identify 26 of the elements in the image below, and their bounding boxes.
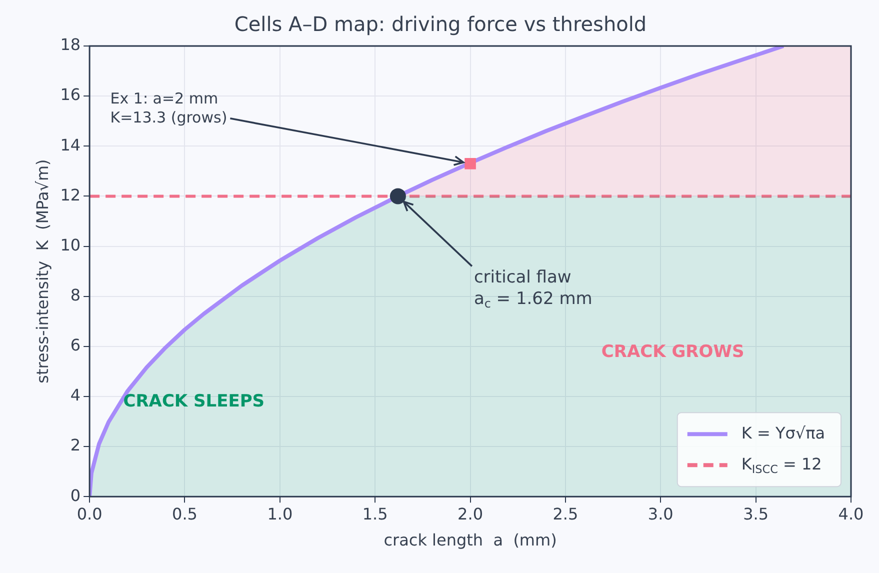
annotation: CRACK SLEEPS bbox=[123, 391, 265, 412]
y-axis-title: stress-intensity K (MPa√m) bbox=[32, 159, 52, 384]
y-tick-label: 2 bbox=[70, 436, 81, 455]
y-tick-label: 12 bbox=[60, 185, 81, 204]
x-tick-label: 0.0 bbox=[76, 504, 102, 524]
y-tick-label: 16 bbox=[60, 85, 81, 104]
legend-label: K = Yσ√πa bbox=[741, 423, 826, 442]
x-tick-label: 2.0 bbox=[458, 504, 484, 524]
x-tick-label: 4.0 bbox=[838, 504, 864, 524]
x-tick-label: 2.5 bbox=[552, 504, 578, 524]
x-tick-label: 3.5 bbox=[743, 504, 769, 524]
x-axis-title: crack length a (mm) bbox=[384, 530, 557, 550]
chart-title: Cells A–D map: driving force vs threshold bbox=[234, 12, 647, 36]
x-tick-label: 3.0 bbox=[648, 504, 674, 524]
y-tick-label: 10 bbox=[60, 235, 81, 254]
y-tick-label: 0 bbox=[70, 486, 81, 505]
x-tick-label: 1.0 bbox=[267, 504, 293, 524]
y-tick-label: 18 bbox=[60, 35, 81, 54]
y-tick-label: 6 bbox=[70, 336, 81, 355]
y-tick-label: 8 bbox=[70, 285, 81, 304]
y-tick-label: 4 bbox=[70, 386, 81, 405]
x-tick-label: 0.5 bbox=[172, 504, 198, 524]
y-tick-label: 14 bbox=[60, 135, 81, 154]
annotation: CRACK GROWS bbox=[601, 342, 744, 362]
annotation: Ex 1: a=2 mm K=13.3 (grows) bbox=[110, 90, 228, 126]
x-tick-label: 1.5 bbox=[362, 504, 388, 524]
